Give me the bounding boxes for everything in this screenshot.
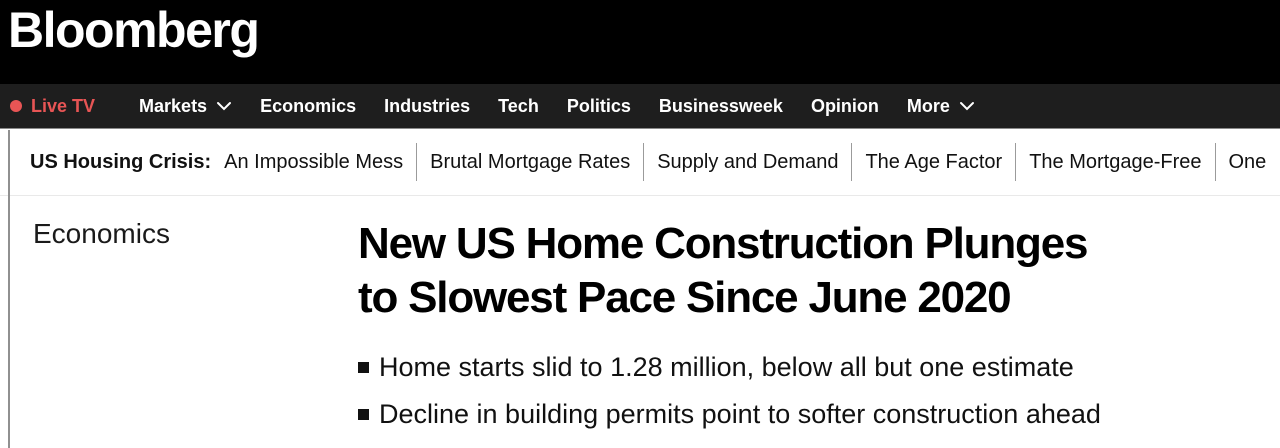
nav-item-more[interactable]: More <box>907 96 975 117</box>
series-nav: US Housing Crisis: An Impossible Mess Br… <box>0 129 1280 196</box>
bullet-text: Home starts slid to 1.28 million, below … <box>379 352 1074 382</box>
nav-item-politics[interactable]: Politics <box>567 96 631 117</box>
nav-item-label: Opinion <box>810 95 879 116</box>
nav-item-label: More <box>906 95 950 116</box>
nav-item-industries[interactable]: Industries <box>384 96 470 117</box>
separator <box>851 143 853 181</box>
series-item-an-impossible-mess[interactable]: An Impossible Mess <box>224 150 404 173</box>
live-dot-icon <box>10 100 22 112</box>
article-column: New US Home Construction Plunges to Slow… <box>358 196 1280 441</box>
bullet-text: Decline in building permits point to sof… <box>379 399 1101 429</box>
series-item-one[interactable]: One <box>1228 150 1267 173</box>
nav-item-label: Economics <box>260 95 357 116</box>
series-item-the-age-factor[interactable]: The Age Factor <box>865 150 1003 173</box>
top-logo-bar: Bloomberg <box>0 0 1280 84</box>
nav-item-label: Politics <box>566 95 631 116</box>
nav-item-opinion[interactable]: Opinion <box>811 96 879 117</box>
page-edge-line <box>8 130 10 448</box>
separator <box>643 143 645 181</box>
series-nav-title: US Housing Crisis: <box>30 150 212 173</box>
live-tv-link[interactable]: Live TV <box>10 96 95 117</box>
article-header: Economics New US Home Construction Plung… <box>0 196 1280 441</box>
chevron-down-icon <box>216 101 232 111</box>
series-item-brutal-mortgage-rates[interactable]: Brutal Mortgage Rates <box>430 150 631 173</box>
separator <box>416 143 418 181</box>
bullet-item: Decline in building permits point to sof… <box>358 394 1280 434</box>
main-nav: Live TV Markets Economics Industries Tec… <box>0 84 1280 129</box>
article-bullets: Home starts slid to 1.28 million, below … <box>358 347 1280 434</box>
chevron-down-icon <box>959 101 975 111</box>
nav-item-tech[interactable]: Tech <box>498 96 539 117</box>
bullet-item: Home starts slid to 1.28 million, below … <box>358 347 1280 387</box>
headline-line-1: New US Home Construction Plunges <box>358 219 1088 268</box>
live-tv-label: Live TV <box>31 95 96 116</box>
nav-item-markets[interactable]: Markets <box>139 96 232 117</box>
series-item-the-mortgage-free[interactable]: The Mortgage-Free <box>1029 150 1202 173</box>
square-bullet-icon <box>358 409 369 420</box>
nav-item-economics[interactable]: Economics <box>260 96 356 117</box>
nav-item-label: Industries <box>384 95 471 116</box>
series-item-supply-and-demand[interactable]: Supply and Demand <box>657 150 839 173</box>
section-column: Economics <box>33 196 358 441</box>
nav-item-label: Tech <box>498 95 539 116</box>
separator <box>1015 143 1017 181</box>
square-bullet-icon <box>358 362 369 373</box>
nav-item-businessweek[interactable]: Businessweek <box>659 96 783 117</box>
article-headline: New US Home Construction Plunges to Slow… <box>358 217 1280 325</box>
nav-item-label: Businessweek <box>658 95 783 116</box>
section-label-economics[interactable]: Economics <box>33 218 170 249</box>
nav-item-label: Markets <box>139 95 208 116</box>
bloomberg-logo[interactable]: Bloomberg <box>8 2 260 58</box>
separator <box>1214 143 1216 181</box>
headline-line-2: to Slowest Pace Since June 2020 <box>358 273 1012 322</box>
